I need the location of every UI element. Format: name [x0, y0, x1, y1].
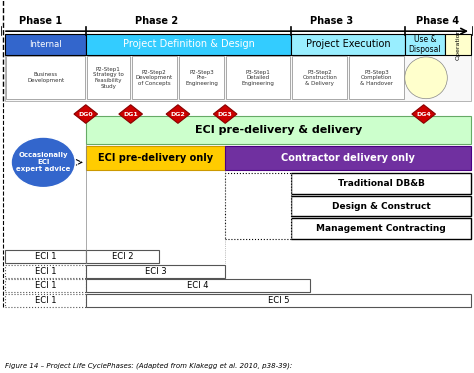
Text: ECI 5: ECI 5 [268, 296, 289, 305]
Bar [5, 279, 86, 292]
Bar [292, 196, 471, 216]
Text: ECI 2: ECI 2 [112, 252, 133, 261]
Text: DG1: DG1 [123, 112, 138, 116]
Bar [349, 56, 404, 99]
Text: Project Execution: Project Execution [306, 40, 391, 49]
Text: Contractor delivery only: Contractor delivery only [281, 153, 415, 163]
Text: P2-Step3
Pre-
Engineering: P2-Step3 Pre- Engineering [185, 69, 218, 86]
Text: Business
Development: Business Development [27, 72, 64, 83]
Text: Management Contracting: Management Contracting [316, 224, 446, 233]
Text: Phase 3: Phase 3 [310, 16, 353, 26]
Text: DG4: DG4 [416, 112, 431, 116]
Text: ECI 1: ECI 1 [35, 252, 56, 261]
Text: DG0: DG0 [79, 112, 93, 116]
Polygon shape [166, 105, 190, 123]
Text: P2-Step1
Strategy to
Feasibility
Study: P2-Step1 Strategy to Feasibility Study [93, 67, 124, 89]
Bar [225, 145, 471, 170]
Text: ECI 4: ECI 4 [187, 281, 209, 291]
Polygon shape [119, 105, 143, 123]
Bar [86, 250, 159, 263]
Bar [225, 173, 292, 238]
Bar [86, 145, 225, 170]
Bar [132, 56, 177, 99]
Text: Phase 2: Phase 2 [135, 16, 178, 26]
Polygon shape [213, 105, 237, 123]
Text: DG3: DG3 [218, 112, 233, 116]
Bar [5, 34, 86, 54]
Text: Occasionally
ECI
expert advice: Occasionally ECI expert advice [16, 152, 71, 172]
Text: ECI 1: ECI 1 [35, 296, 56, 305]
Bar [405, 34, 445, 54]
Ellipse shape [405, 57, 447, 99]
Bar [87, 56, 130, 99]
Bar [86, 34, 292, 54]
Text: P3-Step2
Construction
& Delivery: P3-Step2 Construction & Delivery [302, 69, 337, 86]
Text: ECI pre-delivery & delivery: ECI pre-delivery & delivery [195, 125, 362, 135]
Bar [445, 34, 471, 54]
Polygon shape [74, 105, 98, 123]
Text: Use &
Disposal: Use & Disposal [409, 35, 441, 54]
Bar [292, 56, 347, 99]
Text: P3-Step3
Completion
& Handover: P3-Step3 Completion & Handover [360, 69, 393, 86]
Text: Internal: Internal [29, 40, 62, 49]
Bar [86, 264, 225, 278]
Text: ECI 3: ECI 3 [145, 267, 166, 276]
Text: ECI 1: ECI 1 [35, 267, 56, 276]
Text: Project Definition & Design: Project Definition & Design [123, 40, 255, 49]
Bar [86, 116, 471, 144]
Bar [292, 34, 405, 54]
Text: Traditional DB&B: Traditional DB&B [337, 179, 425, 188]
Bar [86, 279, 310, 292]
Bar [292, 218, 471, 238]
Bar [5, 294, 86, 307]
Text: Phase 4: Phase 4 [416, 16, 459, 26]
Polygon shape [412, 105, 436, 123]
Bar [86, 294, 471, 307]
Bar [292, 173, 471, 194]
Bar [226, 56, 291, 99]
Text: Phase 1: Phase 1 [19, 16, 63, 26]
Text: P3-Step1
Detailed
Engineering: P3-Step1 Detailed Engineering [242, 69, 275, 86]
Bar [5, 54, 471, 101]
Text: ECI pre-delivery only: ECI pre-delivery only [98, 153, 213, 163]
Text: P2-Step2
Development
of Concepts: P2-Step2 Development of Concepts [136, 69, 173, 86]
Bar [6, 56, 85, 99]
Circle shape [11, 137, 75, 188]
Text: Operation: Operation [456, 29, 460, 60]
Bar [5, 250, 86, 263]
Bar [5, 264, 86, 278]
Text: ECI 1: ECI 1 [35, 281, 56, 291]
Text: Design & Construct: Design & Construct [332, 201, 430, 210]
Text: Figure 14 – Project Life CyclePhases: (Adapted from Klakegg et al. 2010, p38-39): Figure 14 – Project Life CyclePhases: (A… [5, 362, 292, 369]
Text: DG2: DG2 [171, 112, 185, 116]
Bar [179, 56, 224, 99]
